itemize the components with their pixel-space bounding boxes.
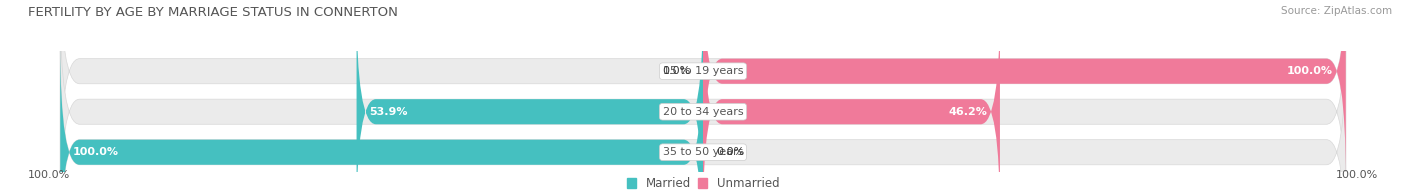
Text: 35 to 50 years: 35 to 50 years — [662, 147, 744, 157]
Text: 100.0%: 100.0% — [1336, 170, 1378, 180]
FancyBboxPatch shape — [703, 0, 1346, 180]
Text: 46.2%: 46.2% — [948, 107, 987, 117]
FancyBboxPatch shape — [60, 0, 1346, 180]
FancyBboxPatch shape — [357, 3, 703, 196]
Text: 20 to 34 years: 20 to 34 years — [662, 107, 744, 117]
Text: 0.0%: 0.0% — [662, 66, 690, 76]
FancyBboxPatch shape — [703, 3, 1000, 196]
FancyBboxPatch shape — [60, 43, 703, 196]
Text: 100.0%: 100.0% — [1286, 66, 1333, 76]
Text: 0.0%: 0.0% — [716, 147, 744, 157]
Text: Source: ZipAtlas.com: Source: ZipAtlas.com — [1281, 6, 1392, 16]
FancyBboxPatch shape — [60, 3, 1346, 196]
Text: 53.9%: 53.9% — [370, 107, 408, 117]
Legend: Married, Unmarried: Married, Unmarried — [627, 177, 779, 190]
Text: FERTILITY BY AGE BY MARRIAGE STATUS IN CONNERTON: FERTILITY BY AGE BY MARRIAGE STATUS IN C… — [28, 6, 398, 19]
Text: 100.0%: 100.0% — [28, 170, 70, 180]
FancyBboxPatch shape — [60, 43, 1346, 196]
Text: 15 to 19 years: 15 to 19 years — [662, 66, 744, 76]
Text: 100.0%: 100.0% — [73, 147, 120, 157]
